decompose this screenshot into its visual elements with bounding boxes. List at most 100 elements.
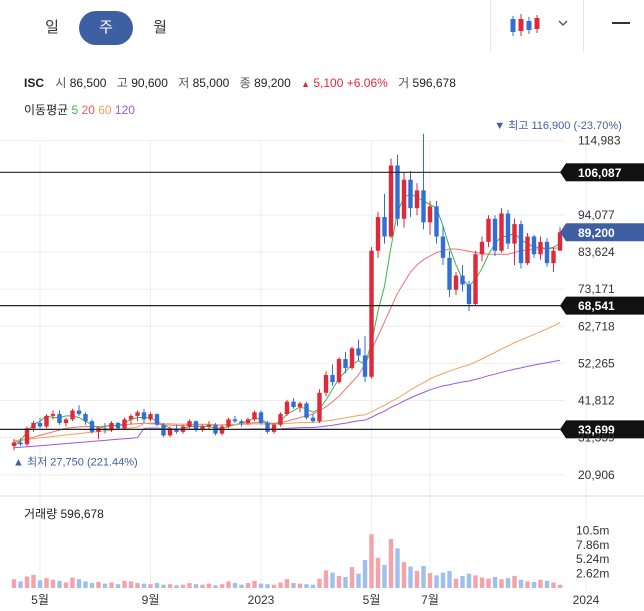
candle-body [128,415,134,420]
candle-body [304,403,309,418]
x-tick-label: 2023 [248,593,275,607]
price-tick-label: 52,265 [578,356,615,370]
volume-bar [310,584,316,588]
candle-body [460,275,465,285]
volume-bar [453,578,459,588]
volume-bar [271,584,277,588]
candle-body [278,414,283,425]
period-tabs: 일 주 월 [0,0,644,56]
candle-body [31,422,36,429]
level-label: 68,541 [578,299,615,313]
volume-bar [11,579,17,588]
candle-body [486,218,491,242]
candle-body [505,213,511,244]
volume-panel-title: 거래량 [24,507,58,521]
volume-bar [245,583,251,588]
candle-body [11,442,17,447]
tab-daily[interactable]: 일 [45,19,59,36]
candle-body [232,419,238,422]
volume-tick-label: 7.86m [576,538,609,552]
volume-bar [57,580,62,588]
candle-body [375,217,381,251]
volume-bar [161,584,166,588]
volume-bar [232,583,238,588]
volume-bar [206,583,212,588]
open-value: 86,500 [69,76,107,90]
min-price-marker: ▲ 최저 27,750 (221.44%) [13,455,138,468]
volume-bar [96,581,101,588]
volume-bar [323,570,329,588]
candle-body [317,392,322,422]
level-label-pointer [560,420,566,439]
low-value: 85,000 [192,76,230,90]
candle-body [252,412,257,420]
volume-bar [70,577,75,588]
current-price-bg [566,223,644,242]
candle-body [421,190,426,223]
menu-icon[interactable] [612,22,630,24]
candle-body [219,426,225,434]
volume-label: 거 [398,76,410,90]
chart-type-selector[interactable] [490,0,584,52]
max-price-marker: ▼ 최고 116,900 (-23.70%) [494,119,622,132]
change-arrow-icon: ▲ [301,79,311,89]
candle-body [57,414,62,423]
volume-bar [167,584,173,588]
current-price-pointer [560,223,566,242]
price-tick-label: 114,983 [578,134,621,148]
candle-body [473,254,478,304]
candle-body [395,165,400,219]
volume-bar [336,575,342,588]
candle-body [538,241,543,255]
volume-bar [356,573,361,588]
candle-body [89,421,95,432]
tab-weekly[interactable]: 주 [79,11,133,45]
candle-body [141,412,147,420]
volume-bar [278,582,283,588]
volume-bar [135,583,140,588]
candle-body [44,415,49,427]
volume-bar [382,564,387,588]
change-value: 5,100 [313,76,344,90]
volume-panel-label: 거래량 596,678 [24,505,104,522]
ma-period-20: 20 [78,103,95,117]
volume-bar [544,580,550,588]
volume-bar [76,579,82,588]
level-label: 106,087 [578,166,622,180]
candle-body [440,236,446,258]
candle-body [362,355,368,377]
volume-bar [330,572,335,588]
candle-body [109,422,114,431]
candle-body [466,284,472,304]
candle-body [434,206,439,237]
volume-bar [440,572,446,588]
volume-bar [24,576,30,588]
close-value: 89,200 [254,76,291,90]
volume-bar [128,581,134,588]
volume-bar [304,584,309,588]
volume-bar [557,584,563,588]
volume-bar [291,583,296,588]
tab-monthly[interactable]: 월 [153,19,167,36]
level-label: 33,699 [578,423,615,437]
low-label: 저 [178,76,190,90]
volume-bar [531,581,537,588]
volume-bar [518,579,524,588]
candle-body [193,421,199,431]
candle-body [525,236,530,264]
level-label-bg [566,296,644,315]
volume-bar [479,577,485,588]
x-tick-label: 9월 [142,593,160,607]
volume-bar [512,575,517,588]
level-label-pointer [560,296,566,315]
candle-body [18,442,23,445]
volume-bar [89,583,95,588]
candle-body [330,375,335,383]
volume-tick-label: 5.24m [576,552,609,566]
volume-bar [258,583,264,588]
candle-body [414,190,420,209]
ma-period-120: 120 [111,103,135,117]
volume-bar [174,585,179,588]
volume-bar [284,579,290,588]
